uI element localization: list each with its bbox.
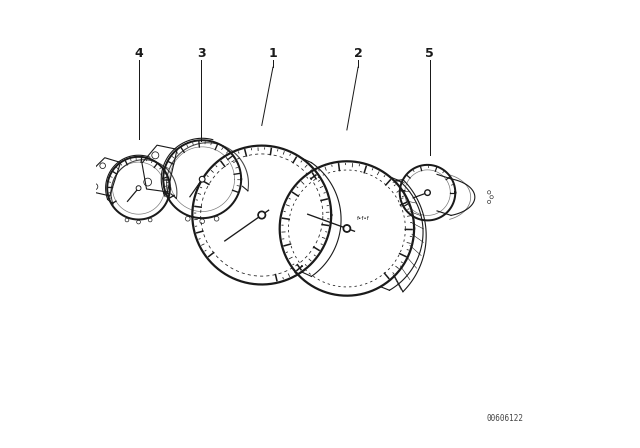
Text: 4: 4 — [134, 47, 143, 60]
Circle shape — [260, 213, 264, 217]
Text: 2: 2 — [354, 47, 362, 60]
Circle shape — [343, 225, 351, 232]
Circle shape — [426, 191, 429, 194]
Text: 5: 5 — [426, 47, 434, 60]
Text: 3: 3 — [197, 47, 205, 60]
Circle shape — [425, 190, 430, 195]
Text: f•f•f: f•f•f — [357, 216, 370, 221]
Text: 1: 1 — [269, 47, 277, 60]
Circle shape — [200, 178, 204, 181]
Circle shape — [138, 187, 140, 190]
Circle shape — [345, 227, 349, 230]
Circle shape — [200, 177, 205, 182]
Text: 00606122: 00606122 — [487, 414, 524, 423]
Circle shape — [258, 211, 266, 219]
Circle shape — [136, 186, 141, 190]
